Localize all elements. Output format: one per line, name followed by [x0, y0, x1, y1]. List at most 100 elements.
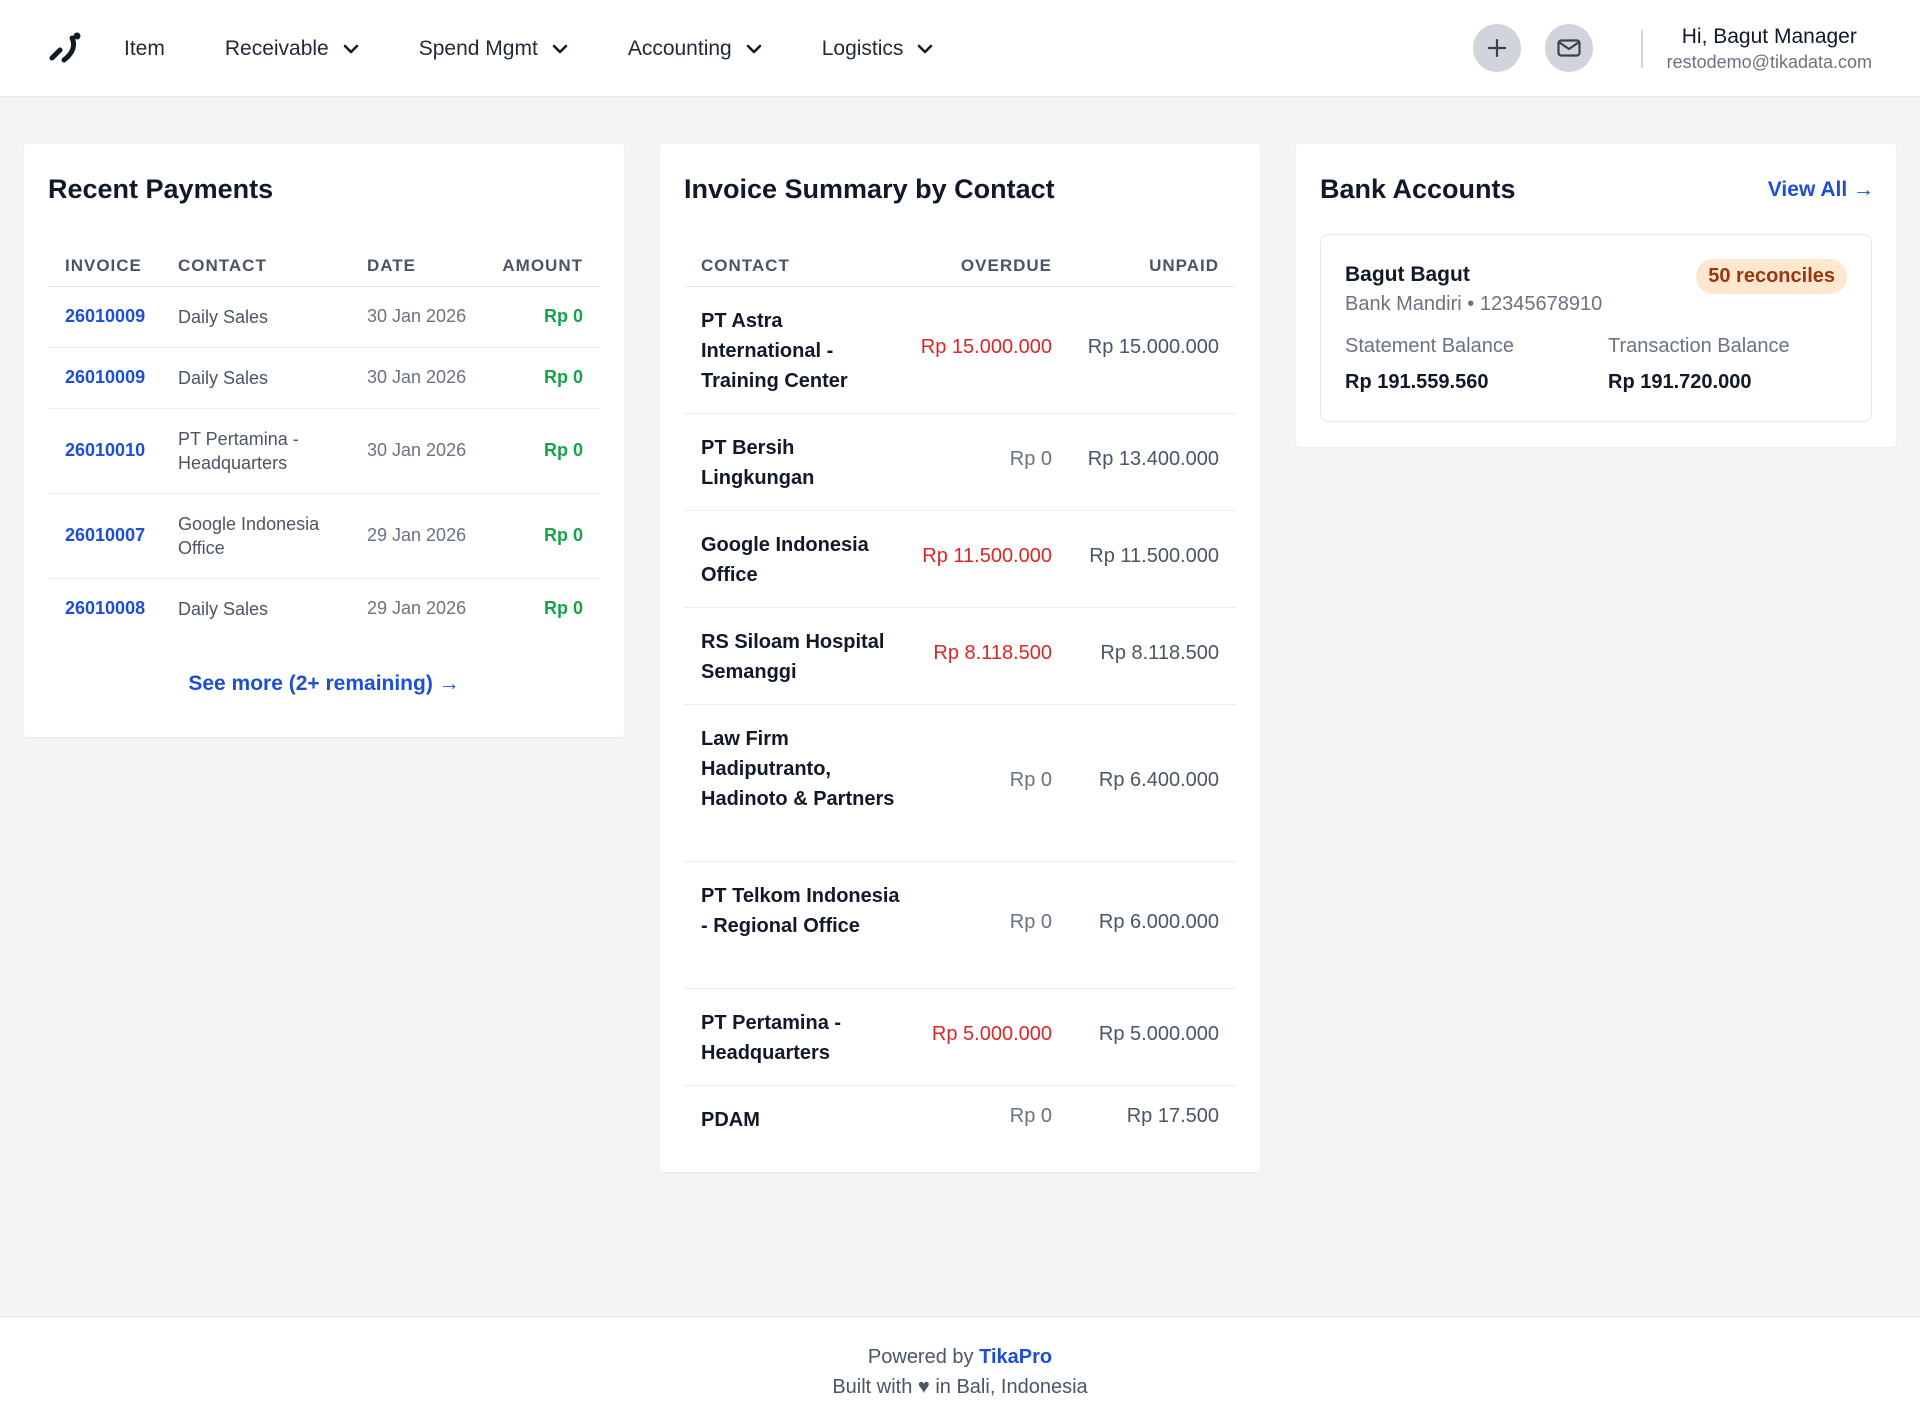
payment-contact: PT Pertamina - Headquarters	[178, 429, 299, 473]
unpaid-amount: Rp 17.500	[1126, 1105, 1219, 1127]
invoice-summary-title: Invoice Summary by Contact	[684, 174, 1055, 204]
table-row[interactable]: Law Firm Hadiputranto, Hadinoto & Partne…	[684, 705, 1236, 862]
invoice-contact: Law Firm Hadiputranto, Hadinoto & Partne…	[701, 728, 895, 810]
overdue-amount: Rp 8.118.500	[933, 642, 1052, 664]
invoice-link[interactable]: 26010009	[65, 367, 146, 387]
invoice-contact: PT Bersih Lingkungan	[701, 437, 815, 489]
messages-button[interactable]	[1545, 24, 1593, 72]
invoice-link[interactable]: 26010010	[65, 440, 146, 460]
invoice-contact: Google Indonesia Office	[701, 534, 869, 586]
invoice-summary-header: CONTACT OVERDUE UNPAID	[684, 241, 1236, 287]
payment-date: 30 Jan 2026	[367, 440, 467, 460]
table-row[interactable]: PT Bersih Lingkungan Rp 0 Rp 13.400.000	[684, 414, 1236, 511]
powered-by-text: Powered by	[867, 1346, 974, 1368]
recent-payments-card: Recent Payments INVOICE CONTACT DATE AMO…	[24, 144, 624, 737]
chevron-down-icon	[552, 44, 568, 53]
main-nav: Item Receivable Spend Mgmt Accounting Lo…	[124, 0, 993, 97]
payment-amount: Rp 0	[543, 306, 583, 326]
table-row[interactable]: Google Indonesia Office Rp 11.500.000 Rp…	[684, 511, 1236, 608]
payment-amount: Rp 0	[543, 367, 583, 387]
user-greeting: Hi, Bagut Manager	[1681, 25, 1857, 48]
overdue-amount: Rp 11.500.000	[922, 545, 1052, 567]
table-row[interactable]: RS Siloam Hospital Semanggi Rp 8.118.500…	[684, 608, 1236, 705]
recent-payments-title: Recent Payments	[48, 174, 274, 204]
payment-contact: Google Indonesia Office	[178, 514, 320, 558]
user-email: restodemo@tikadata.com	[1666, 52, 1872, 72]
table-row: 26010007 Google Indonesia Office 29 Jan …	[48, 494, 600, 579]
nav-item-accounting[interactable]: Accounting	[628, 37, 762, 61]
account-bank-number: Bank Mandiri • 12345678910	[1345, 293, 1603, 315]
tikapro-link[interactable]: TikaPro	[979, 1346, 1053, 1368]
built-with-text: Built with ♥ in Bali, Indonesia	[832, 1376, 1088, 1398]
payment-date: 29 Jan 2026	[367, 525, 467, 545]
table-row[interactable]: PDAM Rp 0 Rp 17.500	[684, 1086, 1236, 1154]
column-header-contact: CONTACT	[701, 256, 790, 275]
column-header-contact: CONTACT	[178, 256, 267, 275]
payment-amount: Rp 0	[543, 525, 583, 545]
payment-amount: Rp 0	[543, 598, 583, 618]
table-row: 26010009 Daily Sales 30 Jan 2026 Rp 0	[48, 348, 600, 409]
column-header-unpaid: UNPAID	[1149, 256, 1219, 275]
unpaid-amount: Rp 6.400.000	[1098, 769, 1219, 791]
payment-date: 29 Jan 2026	[367, 598, 467, 618]
invoice-link[interactable]: 26010007	[65, 525, 146, 545]
table-row: 26010008 Daily Sales 29 Jan 2026 Rp 0	[48, 579, 600, 640]
invoice-summary-card: Invoice Summary by Contact CONTACT OVERD…	[660, 144, 1260, 1172]
nav-item-receivable[interactable]: Receivable	[225, 37, 359, 61]
column-header-date: DATE	[367, 256, 417, 275]
chevron-down-icon	[918, 44, 933, 53]
payment-contact: Daily Sales	[178, 307, 269, 327]
table-row: 26010010 PT Pertamina - Headquarters 30 …	[48, 409, 600, 494]
bank-account-item[interactable]: Bagut Bagut Bank Mandiri • 12345678910 5…	[1320, 234, 1872, 422]
mail-icon	[1557, 39, 1581, 57]
table-row[interactable]: PT Pertamina - Headquarters Rp 5.000.000…	[684, 989, 1236, 1086]
plus-icon	[1487, 38, 1507, 58]
statement-balance-label: Statement Balance	[1345, 335, 1514, 357]
reconcile-badge[interactable]: 50 reconciles	[1696, 259, 1847, 294]
unpaid-amount: Rp 13.400.000	[1087, 448, 1219, 470]
overdue-amount: Rp 0	[1009, 769, 1052, 791]
view-all-link[interactable]: View All →	[1767, 178, 1874, 201]
invoice-contact: PDAM	[701, 1109, 760, 1131]
bank-accounts-title: Bank Accounts	[1320, 174, 1516, 204]
page-footer: Powered by TikaPro Built with ♥ in Bali,…	[0, 1316, 1920, 1425]
unpaid-amount: Rp 5.000.000	[1098, 1023, 1219, 1045]
invoice-link[interactable]: 26010008	[65, 598, 146, 618]
payment-contact: Daily Sales	[178, 368, 269, 388]
overdue-amount: Rp 0	[1009, 911, 1052, 933]
nav-item-item[interactable]: Item	[124, 36, 165, 60]
invoice-contact: RS Siloam Hospital Semanggi	[701, 631, 885, 683]
invoice-contact: PT Telkom Indonesia - Regional Office	[701, 885, 900, 937]
table-row: 26010009 Daily Sales 30 Jan 2026 Rp 0	[48, 287, 600, 348]
transaction-balance-value: Rp 191.720.000	[1608, 371, 1752, 393]
bank-accounts-card: Bank Accounts View All → Bagut Bagut Ban…	[1296, 144, 1896, 447]
payment-date: 30 Jan 2026	[367, 367, 467, 387]
unpaid-amount: Rp 11.500.000	[1089, 545, 1219, 567]
overdue-amount: Rp 0	[1009, 1105, 1052, 1127]
column-header-amount: AMOUNT	[502, 256, 583, 275]
chevron-down-icon	[746, 44, 762, 53]
unpaid-amount: Rp 15.000.000	[1087, 336, 1219, 358]
account-name: Bagut Bagut	[1345, 263, 1470, 286]
overdue-amount: Rp 0	[1009, 448, 1052, 470]
unpaid-amount: Rp 8.118.500	[1100, 642, 1219, 664]
invoice-contact: PT Astra International - Training Center	[701, 310, 848, 392]
add-button[interactable]	[1473, 24, 1521, 72]
user-menu[interactable]: Hi, Bagut Manager restodemo@tikadata.com	[1667, 24, 1872, 74]
nav-divider	[1641, 30, 1643, 68]
table-row[interactable]: PT Telkom Indonesia - Regional Office Rp…	[684, 862, 1236, 989]
powered-by-line: Powered by TikaPro	[0, 1346, 1920, 1369]
recent-payments-header: INVOICE CONTACT DATE AMOUNT	[48, 241, 600, 287]
payment-date: 30 Jan 2026	[367, 306, 467, 326]
see-more-payments-link[interactable]: See more (2+ remaining) →	[188, 672, 460, 695]
nav-item-spend-mgmt[interactable]: Spend Mgmt	[419, 37, 568, 61]
payment-contact: Daily Sales	[178, 599, 269, 619]
overdue-amount: Rp 15.000.000	[920, 336, 1052, 358]
invoice-link[interactable]: 26010009	[65, 306, 146, 326]
table-row[interactable]: PT Astra International - Training Center…	[684, 287, 1236, 414]
tikapro-logo-icon[interactable]	[46, 30, 84, 66]
column-header-overdue: OVERDUE	[960, 256, 1052, 275]
nav-item-logistics[interactable]: Logistics	[822, 37, 934, 61]
payment-amount: Rp 0	[543, 440, 583, 460]
unpaid-amount: Rp 6.000.000	[1098, 911, 1219, 933]
